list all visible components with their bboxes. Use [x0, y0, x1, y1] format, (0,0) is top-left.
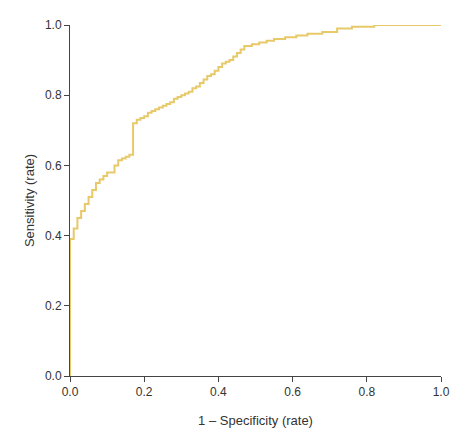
svg-text:0.6: 0.6: [45, 159, 62, 173]
svg-text:Sensitivity (rate): Sensitivity (rate): [22, 154, 37, 247]
svg-text:1 – Specificity (rate): 1 – Specificity (rate): [198, 413, 313, 428]
svg-text:1.0: 1.0: [45, 18, 62, 32]
svg-text:0.2: 0.2: [136, 385, 153, 399]
svg-text:0.6: 0.6: [284, 385, 301, 399]
svg-text:0.0: 0.0: [62, 385, 79, 399]
svg-text:0.8: 0.8: [45, 88, 62, 102]
svg-text:0.0: 0.0: [45, 369, 62, 383]
svg-text:1.0: 1.0: [433, 385, 450, 399]
svg-text:0.2: 0.2: [45, 299, 62, 313]
svg-text:0.4: 0.4: [45, 229, 62, 243]
svg-text:0.8: 0.8: [358, 385, 375, 399]
svg-text:0.4: 0.4: [210, 385, 227, 399]
